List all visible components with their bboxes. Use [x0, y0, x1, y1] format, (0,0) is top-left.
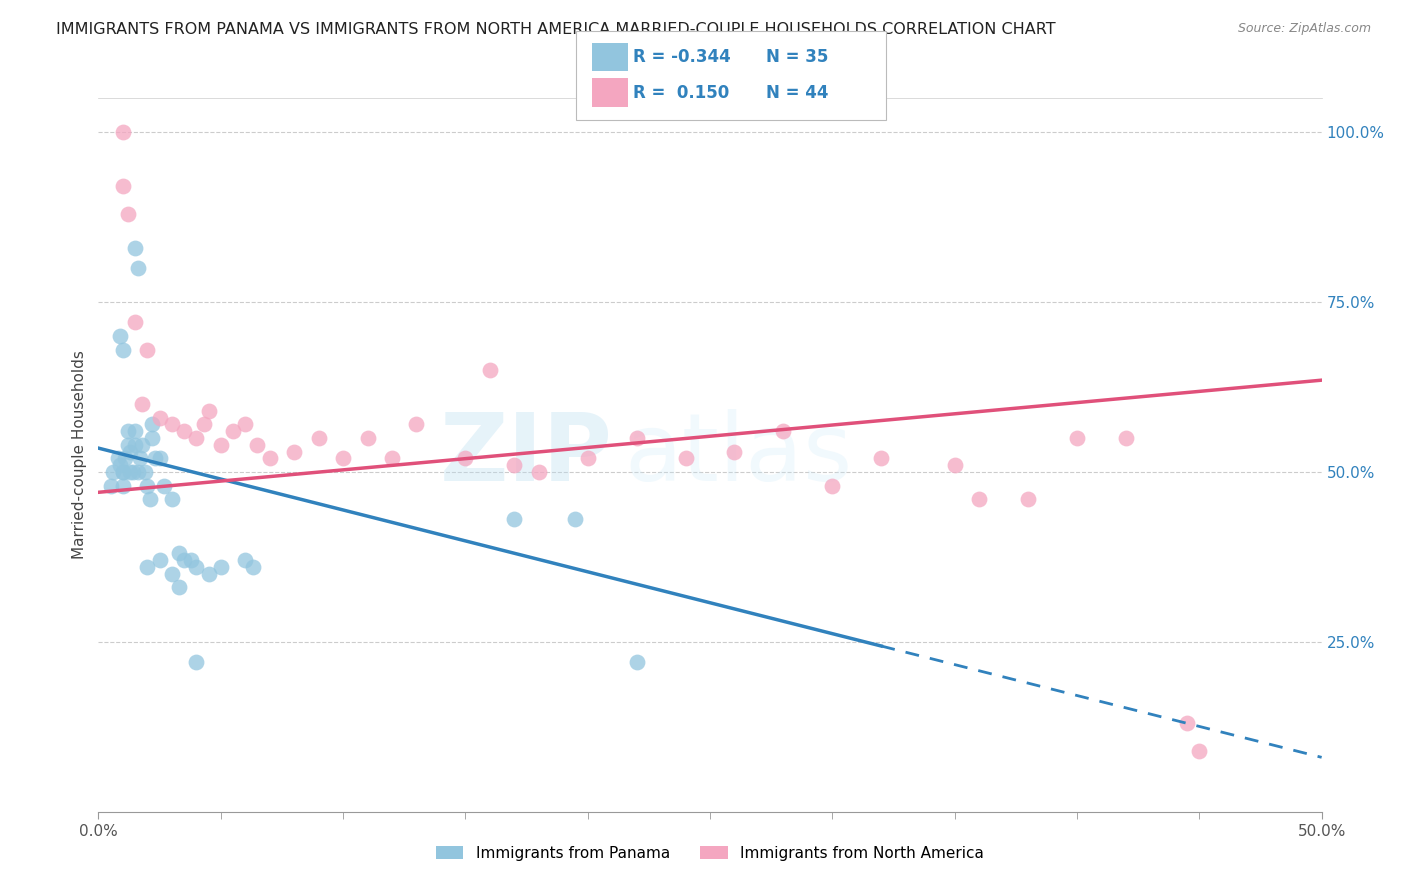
Point [120, 465, 142, 479]
Point [124, 424, 146, 438]
Text: atlas: atlas [624, 409, 852, 501]
Point [111, 343, 134, 357]
Point [111, 179, 134, 194]
Point [193, 417, 215, 432]
Point [180, 553, 202, 567]
Point [576, 451, 599, 466]
Point [967, 492, 990, 507]
Point [111, 478, 134, 492]
Point [110, 458, 132, 472]
Point [136, 478, 159, 492]
Point [186, 655, 208, 669]
Text: Source: ZipAtlas.com: Source: ZipAtlas.com [1237, 22, 1371, 36]
Point [139, 492, 162, 507]
Point [222, 424, 245, 438]
Point [186, 560, 208, 574]
Point [564, 512, 586, 526]
Point [107, 451, 129, 466]
Point [136, 343, 159, 357]
Point [127, 260, 149, 275]
Point [160, 566, 183, 581]
Point [1066, 431, 1088, 445]
Point [136, 560, 159, 574]
Point [129, 451, 152, 466]
Point [527, 465, 550, 479]
Point [120, 444, 142, 458]
Point [233, 553, 256, 567]
Point [117, 424, 139, 438]
Point [1175, 716, 1198, 731]
Point [1188, 743, 1211, 757]
Point [675, 451, 697, 466]
Point [149, 451, 172, 466]
Point [246, 438, 269, 452]
Point [124, 241, 146, 255]
Text: IMMIGRANTS FROM PANAMA VS IMMIGRANTS FROM NORTH AMERICA MARRIED-COUPLE HOUSEHOLD: IMMIGRANTS FROM PANAMA VS IMMIGRANTS FRO… [56, 22, 1056, 37]
Text: R = -0.344: R = -0.344 [633, 48, 731, 66]
Point [1115, 431, 1137, 445]
Point [233, 417, 256, 432]
Point [143, 451, 166, 466]
Point [173, 424, 195, 438]
Point [356, 431, 378, 445]
Text: R =  0.150: R = 0.150 [633, 84, 728, 102]
Point [626, 431, 648, 445]
Text: N = 35: N = 35 [766, 48, 828, 66]
Point [1017, 492, 1039, 507]
Point [454, 451, 477, 466]
Point [124, 315, 146, 329]
Point [167, 546, 190, 560]
Text: ZIP: ZIP [439, 409, 612, 501]
Point [160, 492, 183, 507]
Point [141, 417, 163, 432]
Point [259, 451, 281, 466]
Point [283, 444, 305, 458]
Point [149, 553, 172, 567]
Point [160, 417, 183, 432]
Point [131, 438, 153, 452]
Point [943, 458, 966, 472]
Point [242, 560, 264, 574]
Point [478, 363, 501, 377]
Point [332, 451, 354, 466]
Point [405, 417, 427, 432]
Legend: Immigrants from Panama, Immigrants from North America: Immigrants from Panama, Immigrants from … [429, 838, 991, 868]
Point [503, 458, 526, 472]
Point [197, 566, 219, 581]
Point [141, 431, 163, 445]
Point [127, 465, 149, 479]
Point [173, 553, 195, 567]
Point [111, 125, 134, 139]
Point [149, 410, 172, 425]
Point [209, 560, 232, 574]
Point [772, 424, 794, 438]
Point [101, 465, 124, 479]
Point [821, 478, 844, 492]
Point [134, 465, 156, 479]
Point [117, 207, 139, 221]
Point [153, 478, 176, 492]
Point [110, 329, 132, 343]
Point [100, 478, 122, 492]
Point [381, 451, 404, 466]
Point [121, 465, 143, 479]
Point [111, 465, 134, 479]
Point [167, 581, 190, 595]
Point [124, 438, 146, 452]
Point [131, 397, 153, 411]
Point [111, 465, 134, 479]
Point [114, 451, 136, 466]
Point [870, 451, 893, 466]
Point [723, 444, 745, 458]
Point [626, 655, 648, 669]
Y-axis label: Married-couple Households: Married-couple Households [72, 351, 87, 559]
Point [503, 512, 526, 526]
Text: N = 44: N = 44 [766, 84, 828, 102]
Point [209, 438, 232, 452]
Point [308, 431, 330, 445]
Point [117, 438, 139, 452]
Point [197, 403, 219, 417]
Point [186, 431, 208, 445]
